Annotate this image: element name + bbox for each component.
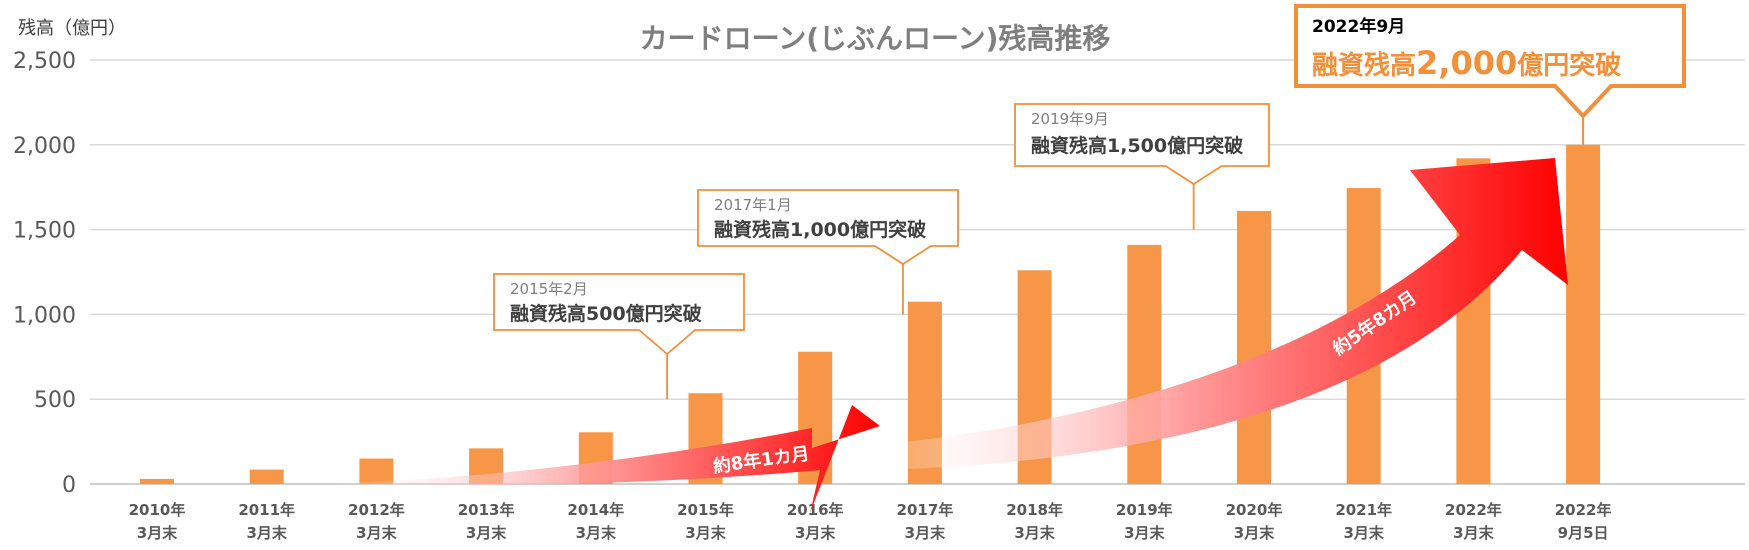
x-tick-label-line1: 2017年 xyxy=(897,501,954,519)
x-tick-label-line2: 3月末 xyxy=(1124,524,1165,542)
x-tick-label-line2: 3月末 xyxy=(576,524,617,542)
callout-box xyxy=(493,273,745,356)
x-tick-label-line2: 9月5日 xyxy=(1558,524,1609,542)
bar xyxy=(140,478,174,484)
x-tick-label-line1: 2019年 xyxy=(1116,501,1173,519)
milestone-box xyxy=(1294,4,1686,119)
milestone-text-pre: 融資残高 xyxy=(1312,50,1416,81)
x-tick-label-line2: 3月末 xyxy=(1234,524,1275,542)
x-tick-label-line1: 2021年 xyxy=(1335,501,1392,519)
x-tick-label-line2: 3月末 xyxy=(1343,524,1384,542)
chart-title: カードローン(じぶんローン)残高推移 xyxy=(640,22,1111,55)
arrow-shape-2 xyxy=(880,158,1568,470)
x-tick-label-line2: 3月末 xyxy=(685,524,726,542)
y-tick-label: 1,000 xyxy=(13,303,76,328)
x-tick-label-line2: 3月末 xyxy=(1014,524,1055,542)
x-tick-label-line1: 2022年 xyxy=(1445,501,1502,519)
callout-text: 融資残高500億円突破 xyxy=(510,302,702,325)
bar xyxy=(1127,244,1162,484)
x-tick-label-line1: 2020年 xyxy=(1226,501,1283,519)
callout-date: 2015年2月 xyxy=(510,280,588,298)
x-tick-label-line1: 2015年 xyxy=(677,501,734,519)
arrow-shape-1 xyxy=(320,405,880,513)
bar xyxy=(1566,144,1601,485)
x-tick-label-line1: 2018年 xyxy=(1006,501,1063,519)
x-tick-label-line2: 3月末 xyxy=(466,524,507,542)
x-tick-label-line1: 2016年 xyxy=(787,501,844,519)
milestone-text-num: 2,000 xyxy=(1416,44,1517,82)
callout-box xyxy=(1014,103,1270,186)
x-tick-label-line2: 3月末 xyxy=(137,524,178,542)
x-tick-label-line2: 3月末 xyxy=(246,524,287,542)
bar xyxy=(359,458,394,484)
x-tick-label-line1: 2012年 xyxy=(348,501,405,519)
y-tick-label: 2,000 xyxy=(13,134,76,159)
x-tick-label-line1: 2013年 xyxy=(458,501,515,519)
x-tick-label-line1: 2014年 xyxy=(567,501,624,519)
callout-box xyxy=(697,189,959,266)
y-tick-label: 1,500 xyxy=(13,219,76,244)
x-tick-label-line1: 2011年 xyxy=(238,501,295,519)
milestone-text: 融資残高2,000億円突破 xyxy=(1312,44,1621,82)
bar xyxy=(249,469,284,484)
milestone-date: 2022年9月 xyxy=(1312,16,1405,37)
x-tick-label-line2: 3月末 xyxy=(795,524,836,542)
y-axis-label: 残高（億円） xyxy=(18,18,126,39)
callout-text: 融資残高1,500億円突破 xyxy=(1031,134,1243,157)
x-tick-label-line2: 3月末 xyxy=(1453,524,1494,542)
milestone-text-post: 億円突破 xyxy=(1517,50,1621,81)
bar xyxy=(1237,210,1271,484)
callout-date: 2017年1月 xyxy=(714,196,792,214)
x-tick-label-line1: 2022年 xyxy=(1555,501,1612,519)
callout-date: 2019年9月 xyxy=(1031,110,1109,128)
x-tick-label-line2: 3月末 xyxy=(356,524,397,542)
y-tick-label: 0 xyxy=(62,473,76,498)
callout-text: 融資残高1,000億円突破 xyxy=(714,218,926,241)
x-tick-label-line2: 3月末 xyxy=(905,524,946,542)
y-tick-label: 500 xyxy=(34,388,76,413)
y-tick-label: 2,500 xyxy=(13,49,76,74)
x-tick-label-line1: 2010年 xyxy=(129,501,186,519)
